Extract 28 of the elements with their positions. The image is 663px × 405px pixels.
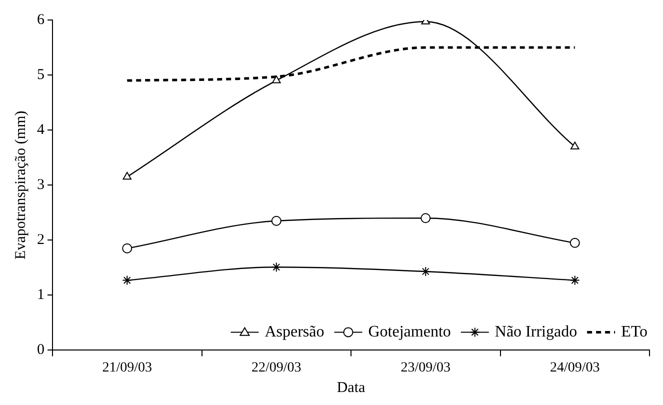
- legend-label: Aspersão: [264, 323, 324, 340]
- legend-label: Gotejamento: [368, 323, 451, 340]
- y-tick-label: 5: [37, 66, 44, 83]
- y-tick-label: 4: [37, 122, 45, 138]
- point: [570, 275, 580, 286]
- point: [570, 238, 580, 248]
- point: [420, 266, 431, 277]
- point: [570, 142, 580, 150]
- x-tick-label: 21/09/03: [102, 360, 152, 376]
- y-tick-label: 0: [37, 342, 44, 358]
- y-tick-label: 2: [37, 232, 44, 248]
- y-axis-title: Evapotranspiração (mm): [12, 110, 29, 260]
- x-axis-title: Data: [336, 380, 366, 396]
- legend-label: Não Irrigado: [494, 323, 578, 340]
- legend-label: ETo: [621, 323, 648, 340]
- x-tick-label: 22/09/03: [251, 360, 302, 376]
- x-tick-label: 24/09/03: [550, 360, 600, 376]
- point: [272, 76, 281, 84]
- point: [420, 213, 431, 224]
- point: [122, 243, 132, 254]
- point: [271, 216, 282, 226]
- y-tick-label: 3: [37, 177, 44, 194]
- x-tick-label: 23/09/03: [400, 360, 451, 376]
- point: [122, 275, 132, 286]
- point: [271, 262, 282, 272]
- point: [122, 172, 132, 180]
- y-tick-label: 6: [37, 12, 45, 28]
- y-tick-label: 1: [37, 287, 44, 304]
